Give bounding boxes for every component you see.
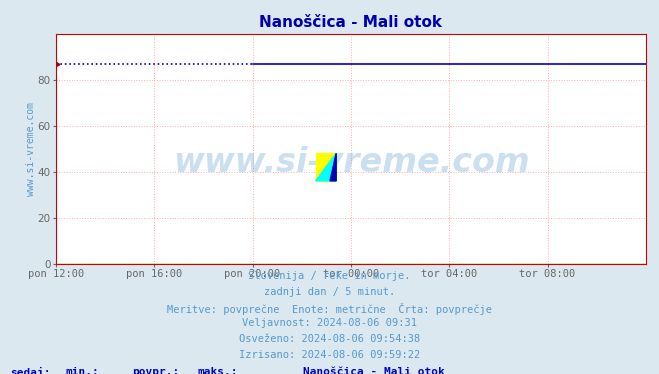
Text: Slovenija / reke in morje.: Slovenija / reke in morje.: [248, 271, 411, 281]
Text: povpr.:: povpr.:: [132, 367, 179, 374]
Text: min.:: min.:: [66, 367, 100, 374]
Bar: [316, 153, 336, 181]
Text: Izrisano: 2024-08-06 09:59:22: Izrisano: 2024-08-06 09:59:22: [239, 350, 420, 360]
Y-axis label: www.si-vreme.com: www.si-vreme.com: [26, 102, 36, 196]
Text: Meritve: povprečne  Enote: metrične  Črta: povprečje: Meritve: povprečne Enote: metrične Črta:…: [167, 303, 492, 315]
Text: Veljavnost: 2024-08-06 09:31: Veljavnost: 2024-08-06 09:31: [242, 318, 417, 328]
Title: Nanoščica - Mali otok: Nanoščica - Mali otok: [260, 15, 442, 30]
Text: Nanoščica - Mali otok: Nanoščica - Mali otok: [303, 367, 445, 374]
Text: zadnji dan / 5 minut.: zadnji dan / 5 minut.: [264, 287, 395, 297]
Polygon shape: [330, 153, 336, 181]
Text: www.si-vreme.com: www.si-vreme.com: [173, 146, 529, 179]
Polygon shape: [316, 153, 336, 181]
Text: Osveženo: 2024-08-06 09:54:38: Osveženo: 2024-08-06 09:54:38: [239, 334, 420, 344]
Text: sedaj:: sedaj:: [10, 367, 50, 374]
Text: maks.:: maks.:: [198, 367, 238, 374]
